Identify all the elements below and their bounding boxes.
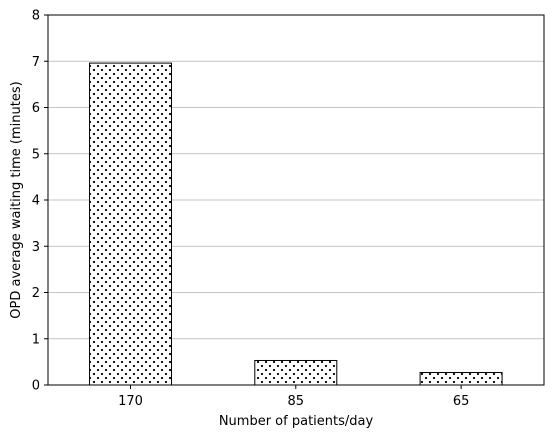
x-tick-label: 65 — [453, 394, 470, 409]
y-tick-label: 5 — [32, 147, 40, 162]
y-tick-label: 1 — [32, 332, 40, 347]
y-tick-label: 6 — [32, 101, 40, 116]
x-axis-label: Number of patients/day — [219, 414, 374, 429]
y-tick-label: 7 — [32, 55, 40, 70]
y-tick-label: 3 — [32, 240, 40, 255]
y-tick-label: 8 — [32, 9, 40, 24]
bar-170 — [89, 62, 172, 386]
y-axis-ticks: 0 1 2 3 4 5 6 7 8 — [32, 9, 48, 394]
y-tick-label: 2 — [32, 286, 40, 301]
x-axis-ticks: 170 85 65 — [118, 385, 469, 409]
bar-85 — [254, 359, 338, 386]
x-tick-label: 85 — [288, 394, 305, 409]
bars-group — [89, 62, 503, 386]
y-tick-label: 4 — [32, 194, 40, 209]
y-tick-label: 0 — [32, 379, 40, 394]
y-axis-label: OPD average waiting time (minutes) — [9, 81, 24, 318]
x-tick-label: 170 — [118, 394, 143, 409]
bar-65 — [419, 372, 503, 386]
